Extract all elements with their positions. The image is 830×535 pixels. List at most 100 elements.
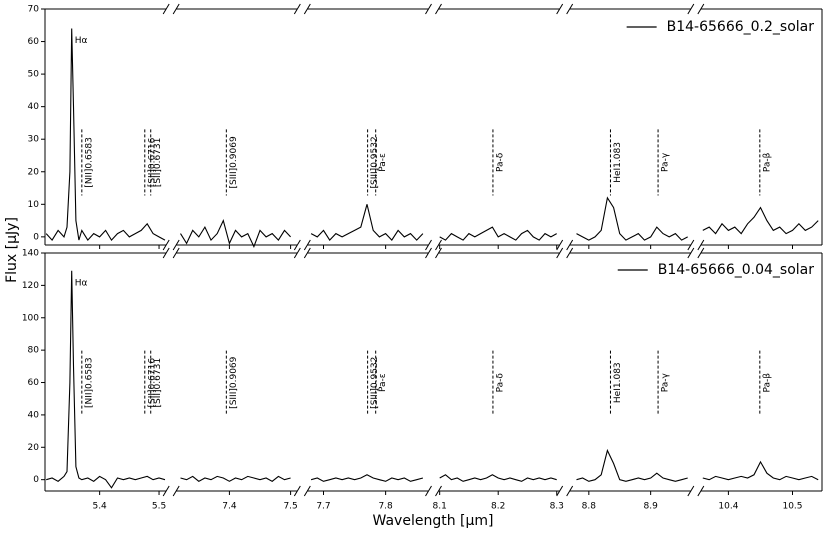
x-tick-label: 7.7 (316, 502, 330, 512)
peak-label: Hα (75, 278, 88, 288)
axis-break (172, 239, 180, 251)
y-tick-label: 60 (28, 37, 40, 47)
x-tick-label: 8.3 (550, 502, 564, 512)
axis-break (303, 485, 311, 497)
y-tick-label: 10 (28, 200, 40, 210)
y-tick-label: 40 (28, 410, 40, 420)
axis-break (172, 247, 180, 259)
line-label: Pa-δ (495, 373, 505, 393)
axis-break (293, 3, 301, 15)
axis-break (162, 247, 170, 259)
axis-break (303, 247, 311, 259)
x-tick-label: 10.4 (718, 502, 738, 512)
axis-break (556, 247, 564, 259)
x-tick-label: 7.8 (378, 502, 393, 512)
line-label: [SIII]0.9069 (229, 356, 239, 408)
y-tick-label: 40 (28, 102, 40, 112)
axis-break (435, 485, 442, 497)
y-tick-label: 0 (33, 475, 39, 485)
axis-break (172, 485, 180, 497)
x-tick-label: 7.5 (283, 502, 297, 512)
axis-break (162, 3, 170, 15)
spectrum-line (310, 204, 424, 241)
axis-break (425, 247, 432, 259)
line-label: HeI1.083 (613, 142, 623, 183)
line-label: Pa-γ (661, 372, 671, 392)
spectrum-line (180, 219, 292, 249)
x-tick-label: 8.8 (582, 502, 597, 512)
y-tick-label: 50 (28, 70, 40, 80)
axis-break (697, 239, 705, 251)
y-tick-label: 100 (22, 313, 39, 323)
x-tick-label: 8.1 (433, 502, 447, 512)
axis-break (697, 3, 705, 15)
axis-break (687, 485, 695, 497)
spectrum-line (439, 474, 557, 482)
spectrum-line (45, 28, 166, 242)
line-label: [SII]0.6716 (147, 358, 157, 408)
axis-break (162, 239, 170, 251)
line-label: [NII]0.6583 (84, 357, 94, 408)
y-axis-label: Flux [μJy] (4, 217, 20, 283)
axis-break (303, 3, 311, 15)
axis-break (566, 247, 574, 259)
axis-break (435, 3, 442, 15)
line-label: [SII]0.6716 (147, 137, 157, 187)
axis-break (697, 247, 705, 259)
x-tick-label: 5.5 (152, 502, 166, 512)
axis-break (425, 239, 432, 251)
spectrum-line (576, 196, 688, 241)
line-label: HeI1.083 (613, 362, 623, 403)
axis-break (697, 485, 705, 497)
line-label: [SII]0.6731 (153, 358, 163, 408)
x-tick-label: 7.4 (222, 502, 237, 512)
line-label: Pa-ε (378, 373, 388, 392)
spectrum-line (310, 474, 424, 482)
y-tick-label: 70 (28, 5, 40, 15)
spectrum-line (46, 270, 166, 489)
y-tick-label: 60 (28, 378, 40, 388)
spectrum-line (702, 460, 819, 481)
axis-break (566, 239, 574, 251)
line-label: Pa-β (762, 373, 772, 393)
line-label: [SIII]0.9069 (229, 136, 239, 188)
y-tick-label: 140 (22, 249, 39, 259)
axis-break (566, 485, 574, 497)
axis-break (425, 3, 432, 15)
spectrum-line (702, 206, 819, 235)
axis-break (293, 247, 301, 259)
line-label: Pa-ε (378, 153, 388, 172)
line-label: [NII]0.6583 (84, 137, 94, 188)
axis-break (556, 239, 564, 251)
x-tick-label: 8.9 (643, 502, 658, 512)
y-tick-label: 20 (28, 167, 40, 177)
x-tick-label: 10.5 (782, 502, 802, 512)
y-tick-label: 30 (28, 135, 40, 145)
legend-label: B14-65666_0.2_solar (667, 19, 815, 35)
spectrum-line (439, 226, 557, 241)
line-label: Pa-β (762, 152, 772, 172)
legend-label: B14-65666_0.04_solar (658, 262, 815, 278)
spectrum-line (576, 448, 688, 482)
axis-break (172, 3, 180, 15)
line-label: Pa-γ (661, 152, 671, 172)
axis-break (303, 239, 311, 251)
line-label: [SIII]0.9532 (370, 357, 380, 409)
axis-break (162, 485, 170, 497)
line-label: [SIII]0.9532 (370, 136, 380, 188)
y-tick-label: 0 (33, 232, 39, 242)
x-tick-label: 8.2 (491, 502, 505, 512)
y-tick-label: 20 (28, 443, 40, 453)
axis-break (687, 239, 695, 251)
axis-break (687, 247, 695, 259)
axis-break (566, 3, 574, 15)
y-tick-label: 120 (22, 281, 39, 291)
axis-break (425, 485, 432, 497)
spectrum-line (180, 475, 291, 482)
axis-break (556, 485, 564, 497)
x-axis-label: Wavelength [μm] (373, 513, 494, 529)
line-label: Pa-δ (495, 152, 505, 172)
axis-break (556, 3, 564, 15)
y-tick-label: 80 (28, 346, 40, 356)
